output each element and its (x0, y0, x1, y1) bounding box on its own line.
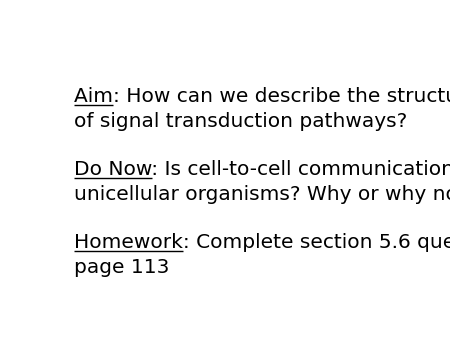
Text: Do Now: Is cell-to-cell communication important for
unicellular organisms? Why o: Do Now: Is cell-to-cell communication im… (74, 160, 450, 204)
Text: Aim: How can we describe the structure and function
of signal transduction pathw: Aim: How can we describe the structure a… (74, 88, 450, 131)
Text: Homework: Complete section 5.6 questions 1-3 on
page 113: Homework: Complete section 5.6 questions… (74, 233, 450, 277)
